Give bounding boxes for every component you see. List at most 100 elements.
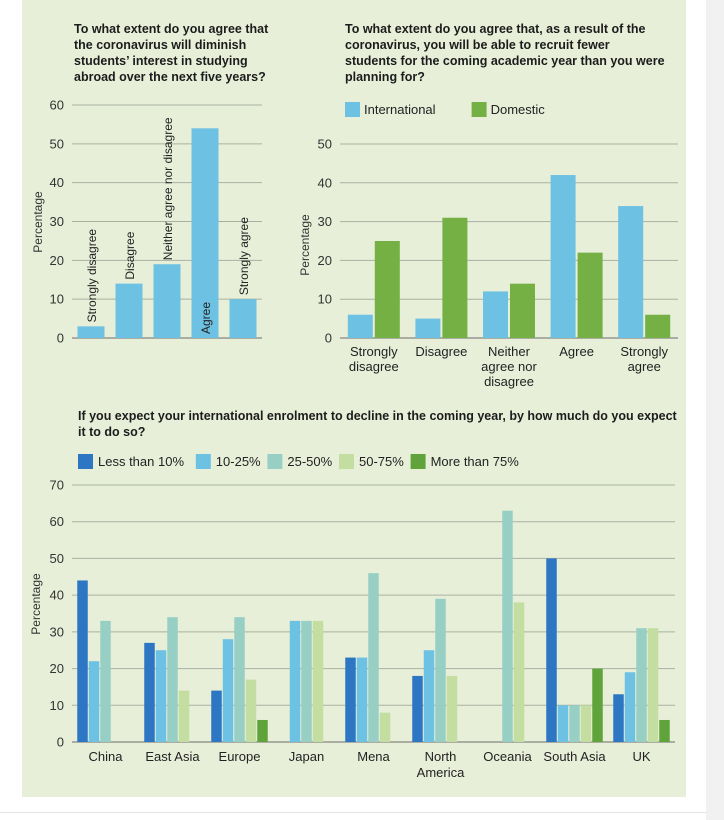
chart3-title: If you expect your international enrolme… [78,409,677,439]
c2-bar-domestic-strongly-agree [645,314,671,338]
c3-bar-50-75-oceania [513,602,525,742]
c3-ytick-0: 0 [57,735,64,750]
c2-bar-international-strongly-agree [618,206,644,338]
c3-xtick-mena-line1: Mena [357,749,390,764]
c1-ytick-50: 50 [50,136,64,151]
c3-bar-50-75-europe [245,679,257,742]
c3-bar-50-75-south-asia [580,705,592,742]
c2-bar-international-strongly-disagree [347,314,373,338]
c3-xtick-europe-line1: Europe [219,749,261,764]
c1-ytick-20: 20 [50,253,64,268]
c2-xtick-strongly-agree-line1: Strongly [620,344,668,359]
c3-bar-25-50-uk [636,628,647,742]
c3-ytick-10: 10 [50,698,64,713]
c1-ytick-60: 60 [50,98,64,113]
c1-category-label-strongly-disagree: Strongly disagree [85,229,99,323]
c3-bar-10-25-china [88,661,100,742]
chart1-title: To what extent do you agree that the cor… [74,22,269,84]
c1-category-label-neither-agree-nor-disagree: Neither agree nor disagree [161,117,175,260]
page-bottom-divider [0,812,706,813]
c3-xtick-japan-line1: Japan [289,749,324,764]
c3-bar-10-25-europe [222,639,234,742]
c1-ytick-10: 10 [50,292,64,307]
c3-legend-label-less-than-10: Less than 10% [98,454,184,469]
c2-bar-domestic-agree [577,252,603,338]
c2-legend-swatch-international [345,102,360,117]
c2-bar-international-agree [550,175,576,338]
c3-xtick-south-asia-line1: South Asia [543,749,606,764]
c3-bar-less-than-10-uk [613,694,624,742]
c3-xtick-uk-line1: UK [632,749,650,764]
c3-ytick-50: 50 [50,551,64,566]
c2-legend-label-domestic: Domestic [491,102,546,117]
c3-xtick-oceania-line1: Oceania [483,749,532,764]
c3-ytick-60: 60 [50,514,64,529]
c3-xtick-north-america-line1: North [425,749,457,764]
c1-bar-strongly-disagree [77,326,105,338]
c3-bar-less-than-10-east-asia [144,642,155,742]
c1-y-axis-label: Percentage [31,191,45,253]
c2-bar-international-neither-agree-nor-disagree [483,291,508,338]
c2-bar-domestic-neither-agree-nor-disagree [510,283,535,338]
page-side-strip [706,0,724,820]
c3-bar-50-75-uk [647,628,659,742]
c1-category-label-disagree: Disagree [123,231,137,279]
c3-bar-25-50-north-america [435,598,446,742]
c3-bar-50-75-east-asia [178,690,190,742]
c3-ytick-70: 70 [50,478,64,493]
c3-bar-10-25-south-asia [557,705,569,742]
c2-ytick-10: 10 [318,292,332,307]
c2-ytick-40: 40 [318,175,332,190]
c2-xtick-neither-agree-nor-disagree-line3: disagree [484,374,534,389]
c2-ytick-0: 0 [325,331,332,346]
c1-bar-disagree [115,283,143,338]
c2-bar-domestic-strongly-disagree [374,241,400,338]
c3-xtick-north-america-line2: America [417,765,465,780]
c3-bar-less-than-10-north-america [412,675,423,742]
c1-bar-strongly-agree [229,299,257,338]
c3-bar-50-75-mena [379,712,391,742]
c3-bar-25-50-japan [301,620,312,742]
c2-ytick-50: 50 [318,137,332,152]
c3-bar-10-25-uk [624,672,636,742]
c2-legend-label-international: International [364,102,436,117]
c3-bar-10-25-japan [289,620,301,742]
c3-bar-less-than-10-mena [345,657,356,742]
c3-legend-swatch-25-50 [267,454,283,469]
c3-bar-25-50-east-asia [167,617,178,742]
c1-ytick-40: 40 [50,175,64,190]
c3-ytick-20: 20 [50,661,64,676]
c3-bar-25-50-europe [234,617,245,742]
c3-bar-25-50-china [100,620,111,742]
c2-xtick-agree-line1: Agree [559,344,594,359]
c3-bar-50-75-north-america [446,675,458,742]
c2-xtick-disagree-line1: Disagree [415,344,467,359]
c3-legend-label-50-75: 50-75% [359,454,404,469]
c2-xtick-neither-agree-nor-disagree-line2: agree nor [481,359,537,374]
c3-bar-10-25-mena [356,657,368,742]
c3-legend-swatch-more-than-75 [410,454,426,469]
c2-xtick-strongly-agree-line2: agree [628,359,661,374]
c3-legend-label-10-25: 10-25% [216,454,261,469]
c3-bar-25-50-mena [368,573,379,742]
c3-bar-more-than-75-south-asia [592,668,603,742]
c3-bar-less-than-10-europe [211,690,222,742]
c2-y-axis-label: Percentage [298,214,312,276]
c2-bar-international-disagree [415,318,441,338]
chart2-title: To what extent do you agree that, as a r… [345,22,665,84]
c3-xtick-east-asia-line1: East Asia [145,749,200,764]
c1-bar-agree [191,128,219,338]
c3-bar-more-than-75-europe [257,719,268,742]
c3-bar-25-50-south-asia [569,705,580,742]
c3-ytick-40: 40 [50,588,64,603]
c2-ytick-30: 30 [318,214,332,229]
c1-category-label-strongly-agree: Strongly agree [237,217,251,295]
c3-legend-label-25-50: 25-50% [287,454,332,469]
c3-bar-50-75-japan [312,620,324,742]
c3-bar-25-50-oceania [502,510,513,742]
c3-ytick-30: 30 [50,624,64,639]
c3-bar-10-25-north-america [423,650,435,742]
